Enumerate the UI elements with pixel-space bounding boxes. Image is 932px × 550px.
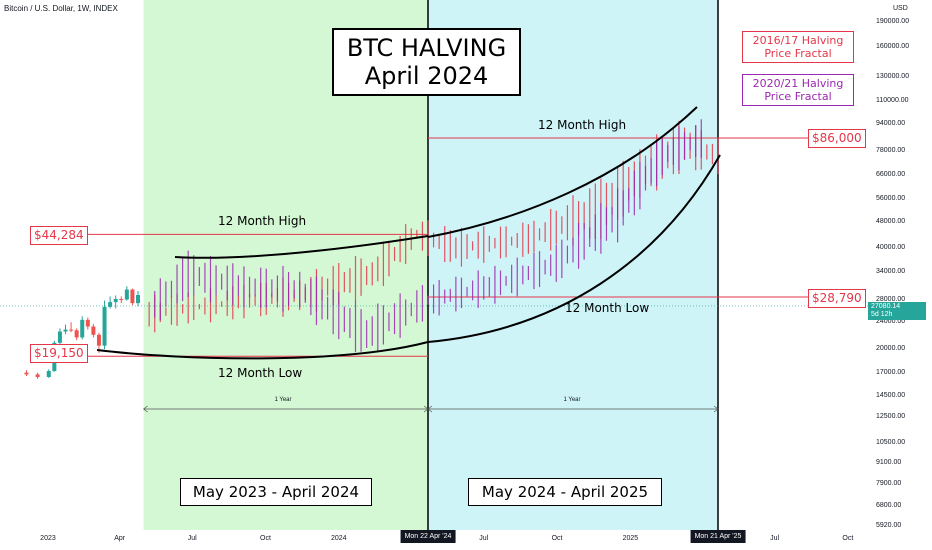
candle-body-18 [136,294,140,304]
price-tag-86000: $86,000 [808,129,866,148]
year-span-label-2: 1 Year [563,397,581,403]
x-tick-label: Jul [770,535,780,542]
curve-low-prev [96,341,429,360]
y-tick-label: 190000.00 [876,17,910,25]
candle-body-10 [91,326,96,335]
arrow-head-0 [142,405,148,413]
candle-body-4 [57,331,62,343]
fractal-2020-21-legend: 2020/21 Halving Price Fractal [742,74,854,106]
y-tick-label: 78000.00 [876,147,906,155]
y-tick-label: 130000.00 [876,72,910,80]
title-line-1: BTC HALVING [346,34,507,62]
y-tick-label: 160000.00 [876,42,910,50]
candle-body-5 [63,329,68,332]
y-tick-label: 14500.00 [876,391,906,399]
candle-body-1 [35,374,40,378]
y-tick-label: 9100.00 [876,459,902,467]
year-span-label-1: 1 Year [274,397,292,403]
currency-label: USD [893,5,908,12]
annotation-12-month-high-next: 12 Month High [538,118,627,132]
x-tick-label: Jul [479,535,489,542]
halving-title-box: BTC HALVING April 2024 [332,28,521,96]
candle-body-8 [80,319,85,338]
candle-body-2 [46,371,51,378]
annotation-12-month-low-prev: 12 Month Low [218,366,303,380]
x-tick-label: 2025 [622,535,639,542]
curve-high-prev [174,235,429,259]
x-tick-label: Oct [551,535,563,542]
fractal-2016-17-legend: 2016/17 Halving Price Fractal [742,31,854,63]
y-tick-label: 66000.00 [876,171,906,179]
price-tag-44284: $44,284 [30,226,88,245]
price-tag-19150: $19,150 [30,344,88,363]
y-tick-label: 94000.00 [876,120,906,128]
x-tick-label: Oct [842,535,854,542]
candle-body-15 [119,298,124,300]
arrow-head-2 [427,405,433,413]
candle-body-0 [24,372,29,375]
y-tick-label: 110000.00 [876,97,909,105]
x-tick-label: Jul [187,535,197,542]
x-tick-label: Apr [114,535,126,542]
candle-body-14 [113,298,118,303]
x-date-badge: Mon 21 Apr '25 [690,530,746,543]
annotation-12-month-high-prev: 12 Month High [218,214,307,228]
candle-body-13 [108,302,113,307]
y-tick-label: 56000.00 [876,195,906,203]
y-tick-label: 17000.00 [876,368,906,376]
y-tick-label: 34000.00 [876,267,906,275]
y-tick-label: 6800.00 [876,501,902,509]
arrow-head-3 [713,405,719,413]
period-label-2024-2025: May 2024 - April 2025 [468,478,662,506]
period-label-2023-2024: May 2023 - April 2024 [180,478,372,506]
candle-body-9 [85,319,90,327]
title-line-2: April 2024 [364,62,489,90]
x-date-badge: Mon 22 Apr '24 [400,530,456,543]
x-tick-label: Oct [260,535,271,542]
candle-body-17 [130,289,135,304]
y-tick-label: 7900.00 [876,479,902,487]
x-tick-label: 2024 [330,535,347,542]
x-tick-label: 2023 [40,535,56,542]
y-tick-label: 12500.00 [876,413,906,421]
candle-body-16 [124,289,129,300]
y-tick-label: 10500.00 [876,438,906,446]
candle-body-11 [96,334,101,346]
last-price-badge: 27080.14 5d 12h [868,302,926,320]
y-tick-label: 48000.00 [876,217,906,225]
y-tick-label: 5920.00 [876,521,902,529]
y-tick-label: 28000.00 [876,296,906,304]
candle-body-7 [74,330,79,338]
curve-high-next [427,106,698,238]
y-tick-label: 40000.00 [876,244,906,252]
candle-body-6 [69,329,74,331]
candle-body-12 [102,306,107,346]
last-price-countdown: 5d 12h [871,311,893,318]
price-tag-28790: $28,790 [808,289,866,308]
annotation-12-month-low-next: 12 Month Low [565,301,650,315]
y-tick-label: 24000.00 [876,318,906,326]
last-price-value: 27080.14 [871,303,901,310]
y-tick-label: 20000.00 [876,344,906,352]
symbol-label: Bitcoin / U.S. Dollar, 1W, INDEX [4,4,118,13]
curve-low-next [427,154,721,343]
